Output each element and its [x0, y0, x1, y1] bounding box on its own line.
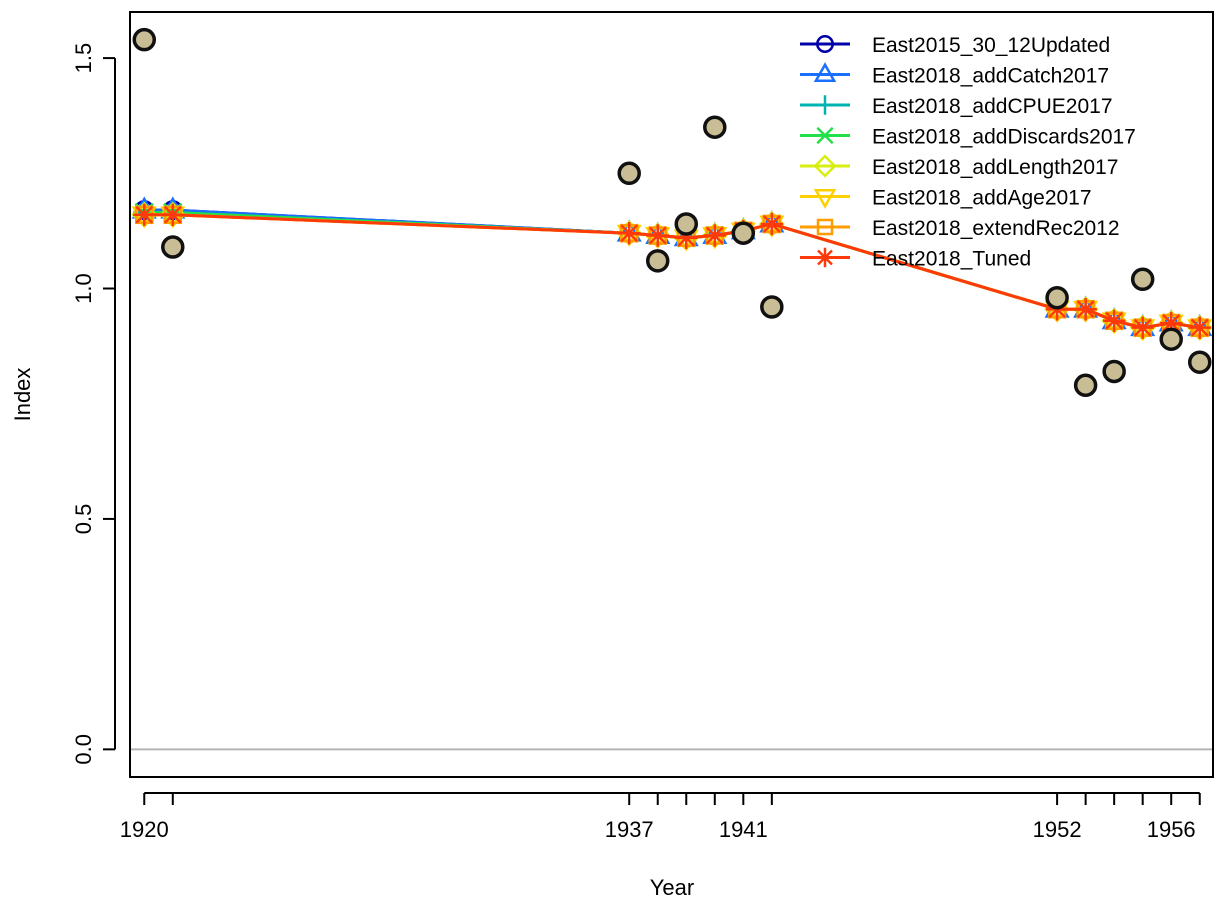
x-tick-label: 1952	[1033, 817, 1082, 842]
series-point	[760, 212, 784, 236]
legend-label: East2018_addLength2017	[872, 156, 1118, 179]
observed-point	[674, 212, 699, 236]
y-axis-title: Index	[10, 368, 35, 422]
legend-entry: East2018_addDiscards2017	[800, 126, 1136, 149]
legend-entry: East2018_extendRec2012	[800, 217, 1120, 240]
series-point	[646, 224, 669, 247]
observed-point	[731, 221, 756, 245]
y-tick-label: 0.0	[71, 734, 96, 765]
legend-label: East2018_extendRec2012	[872, 217, 1120, 240]
series-layer	[131, 196, 1213, 342]
x-tick-label: 1941	[719, 817, 768, 842]
observed-point	[1159, 327, 1183, 351]
legend-label: East2018_addDiscards2017	[872, 126, 1136, 149]
legend-marker	[813, 188, 837, 209]
legend-entry: East2018_Tuned	[800, 248, 1031, 271]
series-point	[618, 222, 641, 245]
y-axis: 0.0 0.5 1.0 1.5	[71, 43, 116, 765]
observed-point	[645, 249, 670, 273]
legend-entry: East2018_addCPUE2017	[800, 95, 1113, 118]
legend: East2015_30_12Updated East2018_addCatch20…	[800, 34, 1136, 271]
legend-marker	[815, 95, 835, 115]
observed-point	[760, 295, 784, 319]
series-point	[1102, 309, 1126, 332]
observed-point	[1073, 373, 1098, 398]
legend-marker	[813, 154, 837, 178]
observed-point	[1187, 350, 1212, 374]
series-point	[703, 224, 726, 247]
observed-point	[703, 115, 727, 139]
legend-label: East2018_addAge2017	[872, 187, 1092, 210]
observed-point	[132, 27, 157, 52]
legend-entry: East2015_30_12Updated	[800, 34, 1110, 57]
plot-frame	[129, 11, 1214, 778]
x-tick-label: 1920	[120, 817, 169, 842]
observed-point	[1045, 285, 1069, 310]
y-tick-label: 1.0	[71, 273, 96, 304]
legend-label: East2018_Tuned	[872, 248, 1031, 271]
x-axis: 1920 1937 1941 1952 1956	[120, 792, 1201, 842]
legend-label: East2018_addCPUE2017	[872, 95, 1113, 118]
series-point	[1160, 311, 1183, 335]
legend-marker	[816, 126, 834, 145]
series-point	[133, 203, 156, 226]
x-tick-label: 1937	[605, 817, 654, 842]
legend-marker	[816, 218, 834, 236]
series-point	[1131, 316, 1154, 339]
observed-point	[617, 161, 641, 186]
observed-points-layer	[132, 27, 1212, 398]
legend-entry: East2018_addCatch2017	[800, 62, 1109, 88]
y-tick-label: 1.5	[71, 43, 96, 74]
series-point	[161, 203, 184, 226]
series-point	[1188, 316, 1211, 339]
legend-marker	[813, 62, 837, 83]
series-point	[675, 226, 698, 250]
x-tick-label: 1956	[1147, 817, 1196, 842]
observed-point	[1130, 267, 1155, 292]
legend-marker	[815, 247, 835, 268]
series-point	[1074, 298, 1097, 321]
legend-label: East2018_addCatch2017	[872, 65, 1109, 88]
legend-entry: East2018_addAge2017	[800, 187, 1092, 210]
observed-point	[1102, 359, 1126, 384]
legend-marker	[816, 35, 834, 53]
legend-label: East2015_30_12Updated	[872, 34, 1110, 57]
y-tick-label: 0.5	[71, 504, 96, 535]
observed-point	[161, 235, 185, 259]
legend-entry: East2018_addLength2017	[800, 154, 1118, 179]
x-axis-title: Year	[650, 875, 694, 900]
